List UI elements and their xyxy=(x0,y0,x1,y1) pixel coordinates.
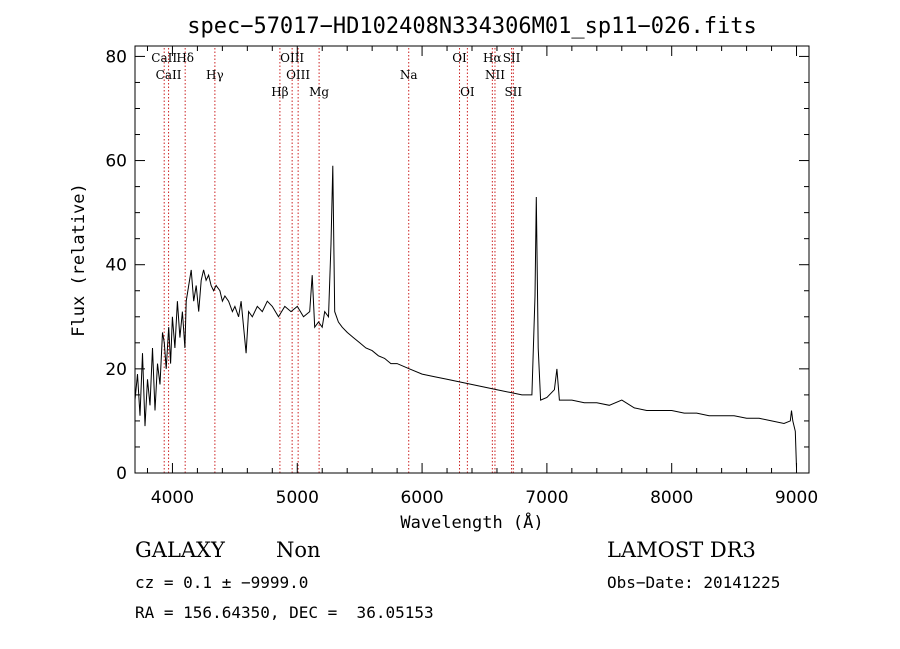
survey-name: LAMOST DR3 xyxy=(607,538,756,562)
line-label-14: SII xyxy=(504,85,522,99)
line-label-5: OIII xyxy=(280,51,304,65)
x-tick-label: 7000 xyxy=(525,488,568,508)
line-label-13: SII xyxy=(503,51,521,65)
y-tick-label: 0 xyxy=(116,464,127,484)
obs-date: Obs−Date: 20141225 xyxy=(607,573,781,592)
ra-dec-info: RA = 156.64350, DEC = 36.05153 xyxy=(135,603,434,622)
y-axis-label: Flux (relative) xyxy=(69,183,89,337)
x-tick-label: 5000 xyxy=(276,488,319,508)
y-tick-label: 20 xyxy=(105,360,127,380)
line-label-2: Hδ xyxy=(176,51,194,65)
x-tick-label: 8000 xyxy=(650,488,693,508)
line-label-7: Mg xyxy=(309,85,329,99)
line-label-8: Na xyxy=(400,68,418,82)
redshift-info: cz = 0.1 ± −9999.0 xyxy=(135,573,309,592)
object-subclass: Non xyxy=(276,538,321,562)
line-label-6: OIII xyxy=(286,68,310,82)
line-label-0: CaII xyxy=(151,51,177,65)
object-class: GALAXY xyxy=(135,538,225,562)
chart-title: spec−57017−HD102408N334306M01_sp11−026.f… xyxy=(187,14,757,39)
x-axis-label: Wavelength (Å) xyxy=(400,511,543,533)
y-axis-ticks: 0 20 40 60 80 xyxy=(105,47,809,484)
line-label-12: NII xyxy=(485,68,505,82)
line-label-10: OI xyxy=(460,85,475,99)
spectrum-line xyxy=(134,165,797,468)
y-tick-label: 80 xyxy=(105,47,127,67)
line-label-4: Hβ xyxy=(271,85,288,99)
y-tick-label: 60 xyxy=(105,152,127,172)
x-tick-label: 9000 xyxy=(775,488,818,508)
x-tick-label: 6000 xyxy=(400,488,443,508)
spectral-line-labels: CaIICaIIHδHγHβOIIIOIIIMgNaOIOIHαNIISIISI… xyxy=(151,51,522,99)
line-label-1: CaII xyxy=(156,68,182,82)
x-tick-label: 4000 xyxy=(151,488,194,508)
line-label-3: Hγ xyxy=(206,68,224,82)
y-tick-label: 40 xyxy=(105,256,127,276)
line-label-11: Hα xyxy=(483,51,502,65)
plot-frame xyxy=(134,45,810,474)
spectral-line-markers xyxy=(163,48,514,473)
line-label-9: OI xyxy=(452,51,467,65)
x-axis-ticks: 4000 5000 6000 7000 8000 9000 xyxy=(146,46,818,508)
